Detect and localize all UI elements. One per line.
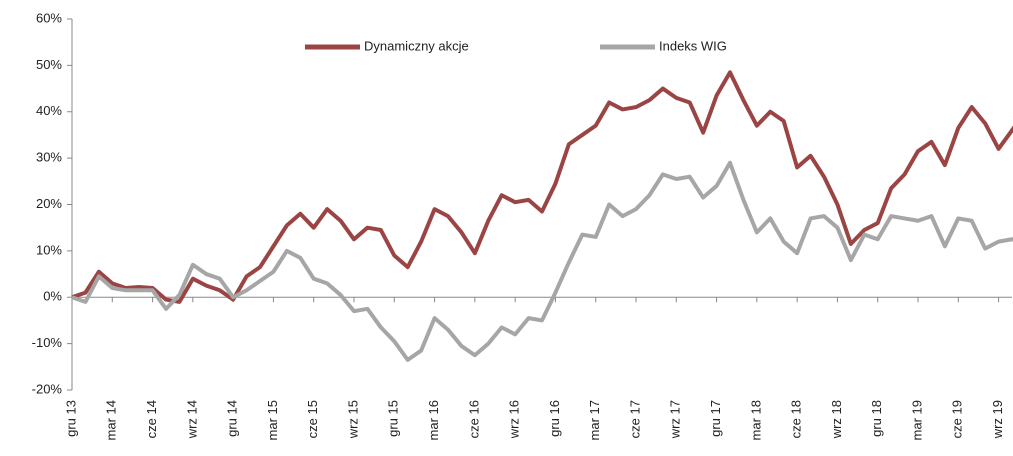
y-tick-label: 10%: [36, 242, 62, 257]
x-tick-label: cze 19: [950, 400, 965, 438]
x-tick-label: gru 15: [386, 400, 401, 437]
y-tick-label: 30%: [36, 150, 62, 165]
x-tick-label: wrz 18: [829, 400, 844, 439]
y-tick-label: 60%: [36, 10, 62, 25]
series-line: [71, 160, 1013, 362]
x-tick-label: cze 18: [789, 400, 804, 438]
y-tick-label: 20%: [36, 196, 62, 211]
x-tick-label: cze 15: [305, 400, 320, 438]
x-tick-label: mar 14: [104, 400, 119, 440]
y-tick-label: -10%: [32, 335, 63, 350]
legend-label: Dynamiczny akcje: [364, 38, 469, 53]
y-tick-label: -20%: [32, 381, 63, 396]
x-tick-label: gru 14: [225, 400, 240, 437]
y-tick-label: 50%: [36, 57, 62, 72]
x-tick-label: cze 17: [627, 400, 642, 438]
x-tick-label: wrz 14: [184, 400, 199, 439]
x-tick-label: mar 16: [426, 400, 441, 440]
series-line: [71, 70, 1013, 304]
x-tick-label: wrz 17: [668, 400, 683, 439]
x-tick-label: cze 14: [144, 400, 159, 438]
x-tick-label: mar 19: [909, 400, 924, 440]
x-tick-label: wrz 15: [345, 400, 360, 439]
x-tick-label: wrz 16: [507, 400, 522, 439]
x-tick-label: gru 16: [547, 400, 562, 437]
x-tick-label: cze 16: [466, 400, 481, 438]
x-tick-label: wrz 19: [990, 400, 1005, 439]
x-tick-label: mar 18: [748, 400, 763, 440]
y-tick-label: 0%: [43, 289, 62, 304]
x-tick-label: mar 15: [265, 400, 280, 440]
x-tick-label: gru 13: [63, 400, 78, 437]
x-tick-label: mar 17: [587, 400, 602, 440]
y-tick-label: 40%: [36, 103, 62, 118]
legend-label: Indeks WIG: [659, 38, 727, 53]
x-tick-label: gru 18: [869, 400, 884, 437]
x-tick-label: gru 17: [708, 400, 723, 437]
